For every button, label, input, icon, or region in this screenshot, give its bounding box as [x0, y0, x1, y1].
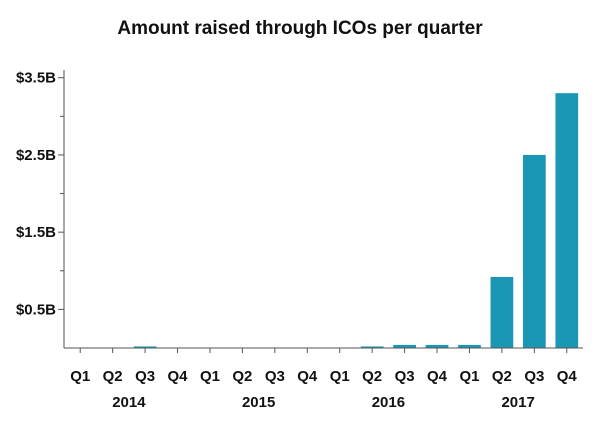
- bar: [133, 346, 157, 348]
- chart-title: Amount raised through ICOs per quarter: [117, 18, 483, 39]
- bar: [360, 346, 384, 348]
- x-axis: Q1 Q2 Q3 Q4 Q1 Q2 Q3 Q4 Q1 Q2 Q3 Q4 Q1 Q2 Q3 Q4 2014 2015…: [64, 347, 583, 411]
- x-tick-label: Q4: [297, 368, 318, 385]
- x-tick-label: Q4: [427, 368, 448, 385]
- year-label: 2015: [242, 394, 275, 411]
- x-tick-label: Q1: [330, 368, 350, 385]
- bar: [425, 344, 449, 348]
- x-tick-label: Q3: [524, 368, 544, 385]
- x-tick-label: Q3: [135, 368, 155, 385]
- y-tick-label: $2.5B: [16, 147, 56, 164]
- x-tick-label: Q4: [168, 368, 189, 385]
- y-tick-label: $0.5B: [16, 301, 56, 318]
- y-tick-label: $1.5B: [16, 224, 56, 241]
- x-tick-label: Q1: [459, 368, 479, 385]
- x-tick-label: Q2: [492, 368, 512, 385]
- x-tick-label: Q4: [557, 368, 578, 385]
- bars: [133, 93, 579, 349]
- year-label: 2016: [372, 394, 405, 411]
- x-tick-label: Q2: [103, 368, 123, 385]
- bar: [490, 276, 514, 348]
- year-label: 2017: [501, 394, 534, 411]
- x-tick-label: Q3: [265, 368, 285, 385]
- x-tick-label: Q2: [232, 368, 252, 385]
- year-label: 2014: [112, 394, 146, 411]
- x-tick-label: Q3: [395, 368, 415, 385]
- bar: [555, 93, 579, 349]
- bar: [522, 154, 546, 348]
- y-tick-label: $3.5B: [16, 70, 56, 87]
- bar: [458, 344, 481, 348]
- x-tick-label: Q1: [70, 368, 90, 385]
- x-tick-label: Q2: [362, 368, 382, 385]
- y-axis: $0.5B $1.5B $2.5B $3.5B: [16, 70, 65, 348]
- x-tick-label: Q1: [200, 368, 220, 385]
- bar: [393, 344, 416, 348]
